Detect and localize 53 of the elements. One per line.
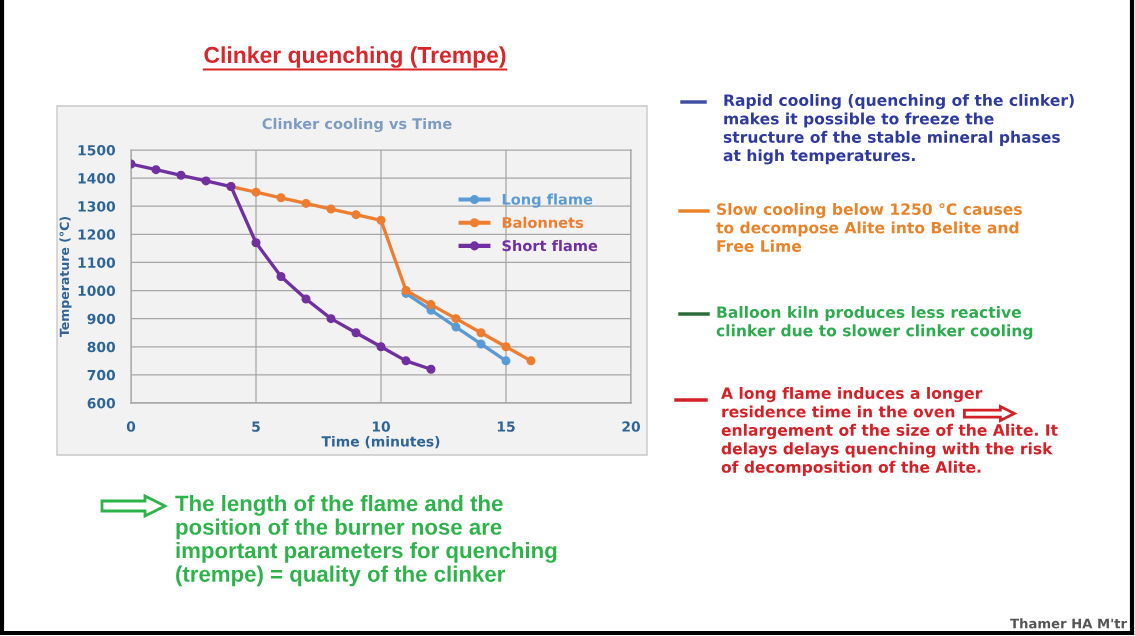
legend-label: Long flame (502, 193, 593, 208)
text: Slow cooling below 1250 °C causes to decompose Alite into Belite and Free Lime (716, 203, 1022, 252)
y-tick-label: 900 (87, 313, 116, 325)
point (301, 198, 311, 208)
point (476, 339, 486, 349)
y-tick-label: 1100 (78, 257, 116, 268)
y-tick-label: 1300 (78, 201, 116, 212)
legend-label: Balonnets (502, 216, 584, 229)
y-tick-label: 1200 (78, 229, 116, 240)
point (476, 328, 486, 338)
y-tick-label: 1000 (78, 285, 116, 297)
point (401, 356, 411, 366)
y-tick-label: 700 (87, 369, 116, 381)
x-tick-label: 10 (372, 421, 390, 432)
text: Thamer HA M'tr (1010, 618, 1127, 629)
y-tick-label: 1500 (78, 144, 116, 156)
x-tick-label: 15 (497, 421, 515, 432)
point (426, 300, 436, 310)
x-tick-label: 0 (126, 421, 136, 432)
chart-title: Clinker quenching (Trempe) (204, 46, 506, 68)
y-tick-label: 1400 (78, 173, 116, 184)
point (501, 342, 511, 352)
chart-subtitle: Clinker cooling vs Time (262, 117, 452, 133)
point (251, 238, 261, 248)
point (151, 165, 161, 175)
point (301, 294, 311, 304)
point (351, 328, 361, 338)
y-tick-label: 800 (87, 341, 116, 353)
point (451, 322, 461, 332)
text: Rapid cooling (quenching of the clinker) makes it possible to freeze the structure of the stable mineral phases at high temperatures. (723, 94, 1074, 165)
point (326, 314, 336, 324)
x-tick-label: 20 (622, 421, 640, 432)
point (426, 364, 436, 374)
point (351, 210, 361, 220)
point (176, 170, 186, 180)
legend-label: Short flame (502, 239, 598, 252)
point (276, 193, 286, 203)
x-axis-title: Time (minutes) (321, 435, 440, 449)
point (376, 342, 386, 352)
y-tick-label: 600 (87, 397, 116, 409)
point (451, 314, 461, 324)
point (526, 356, 536, 366)
point (201, 176, 211, 186)
point (376, 215, 386, 225)
point (501, 356, 511, 366)
point (276, 271, 286, 282)
x-tick-label: 5 (252, 421, 260, 432)
point (326, 204, 336, 214)
text: A long flame induces a longer residence time in the oven enlargement of the size of the Alite. It delays delays quenching with the risk of decomposition of the Alite. (721, 387, 1058, 476)
point (251, 187, 261, 197)
text: Balloon kiln produces less reactive clinker due to slower clinker cooling (716, 306, 1033, 340)
y-axis-title: Temperature (°C) (59, 217, 72, 337)
text: The length of the flame and the position of the burner nose are important parameters for quenching (trempe) = quality of the clinker (175, 495, 557, 587)
